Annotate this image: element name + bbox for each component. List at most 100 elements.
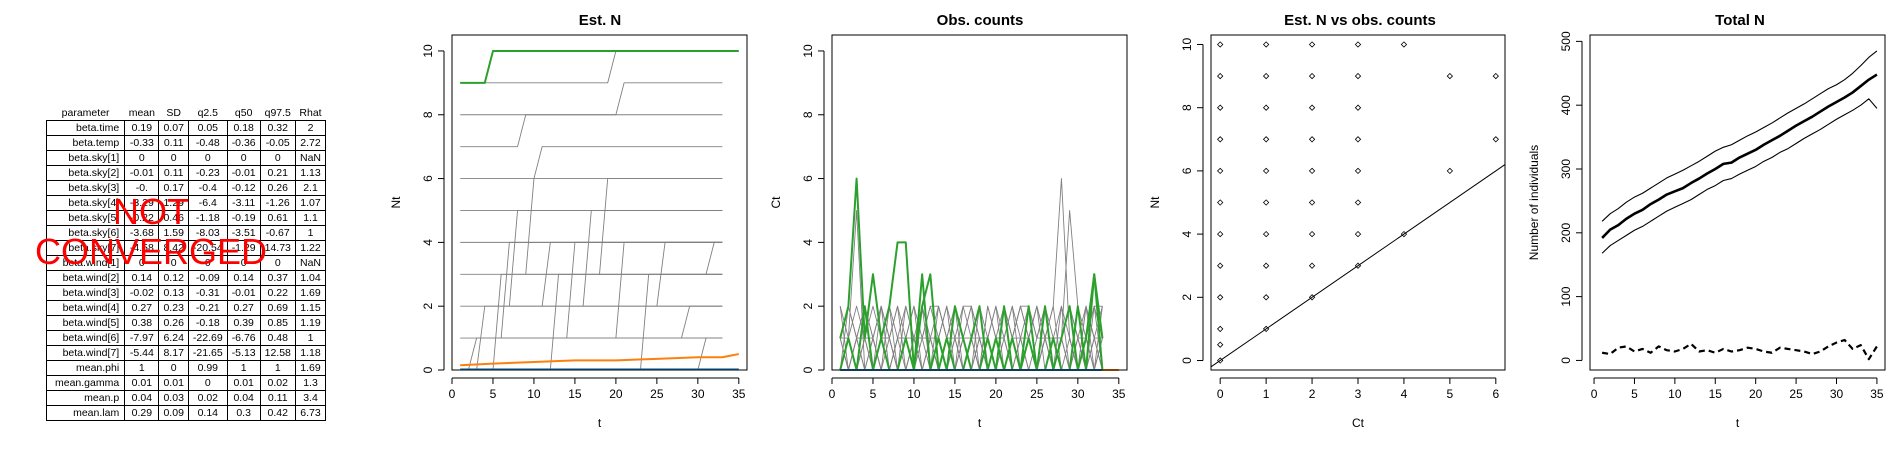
series-line xyxy=(460,49,739,84)
value-cell: -3.29 xyxy=(124,195,160,211)
chart-panel: Obs. counts 0 5 10 15 20 25 30 35 0 2 4 6 8 10 t Ct xyxy=(769,12,1128,430)
scatter-point xyxy=(1308,72,1316,80)
table-row: mean.p 0.04 0.03 0.02 0.04 0.11 3.4 xyxy=(45,390,327,406)
series-line xyxy=(1601,73,1878,239)
value-cell: 1.3 xyxy=(294,375,327,391)
value-cell: 0.61 xyxy=(259,210,296,226)
x-axis-label: t xyxy=(978,416,982,430)
scatter-point xyxy=(1262,167,1270,175)
value-cell: -5.13 xyxy=(226,345,261,361)
x-tick-label: 15 xyxy=(948,387,962,401)
table-header-row: parameter mean SD q2.5 q50 q97.5 Rhat xyxy=(47,107,326,121)
parameter-name-cell: beta.sky[2] xyxy=(45,165,126,181)
column-header: parameter xyxy=(61,107,110,119)
x-tick-label: 10 xyxy=(907,387,921,401)
table-row: beta.wind[3] -0.02 0.13 -0.31 -0.01 0.22 1.69 xyxy=(45,285,327,301)
y-tick-label: 6 xyxy=(801,175,815,182)
scatter-point xyxy=(1217,199,1224,206)
series-line xyxy=(500,241,723,339)
value-cell: -0. xyxy=(124,180,160,196)
y-tick-label: 400 xyxy=(1559,95,1573,115)
scatter-point xyxy=(1492,72,1499,80)
value-cell: 1.13 xyxy=(294,165,327,181)
scatter-point xyxy=(1217,262,1224,269)
x-tick-label: 0 xyxy=(1591,387,1598,401)
series-line xyxy=(1601,338,1878,361)
x-tick-label: 3 xyxy=(1355,387,1362,401)
scatter-point xyxy=(1354,72,1362,80)
value-cell: 0.38 xyxy=(124,315,160,331)
parameter-name-cell: mean.p xyxy=(45,390,126,406)
value-cell: 0 xyxy=(158,255,189,271)
table-row: beta.wind[2] 0.14 0.12 -0.09 0.14 0.37 1.04 xyxy=(45,270,327,286)
value-cell: 0.69 xyxy=(259,300,296,316)
y-tick-label: 8 xyxy=(801,111,815,118)
x-tick-label: 25 xyxy=(1789,387,1803,401)
x-tick-label: 5 xyxy=(870,387,877,401)
plot-frame xyxy=(1210,34,1506,371)
x-tick-label: 35 xyxy=(732,387,746,401)
scatter-point xyxy=(1354,230,1362,238)
table-row: beta.sky[4] -3.29 1.29 -6.4 -3.11 -1.26 1.07 xyxy=(45,195,327,211)
value-cell: 0.02 xyxy=(187,390,228,406)
y-axis-label: Nt xyxy=(1148,196,1162,209)
value-cell: -0.23 xyxy=(187,165,228,181)
value-cell: 0.19 xyxy=(124,120,160,136)
value-cell: -20.54 xyxy=(187,240,228,256)
scatter-point xyxy=(1262,199,1270,206)
series-line xyxy=(839,273,1104,371)
chart-panel: Total N 0 5 10 15 20 25 30 35 0 100 200 300 400 500 t Nu… xyxy=(1527,12,1886,430)
scatter-point xyxy=(1262,262,1270,269)
x-tick-label: 15 xyxy=(1709,387,1723,401)
x-tick-label: 25 xyxy=(650,387,664,401)
value-cell: -0.36 xyxy=(226,135,261,151)
value-cell: 8.42 xyxy=(158,240,189,256)
scatter-point xyxy=(1217,341,1224,348)
scatter-point xyxy=(1262,230,1270,238)
value-cell: 0.14 xyxy=(124,270,160,286)
reference-line xyxy=(1210,164,1506,368)
table-row: beta.wind[6] -7.97 6.24 -22.69 -6.76 0.48 1 xyxy=(45,330,327,346)
chart-title: Total N xyxy=(1715,12,1765,29)
scatter-point xyxy=(1262,72,1270,80)
table-row: beta.sky[6] -3.68 1.59 -8.03 -3.51 -0.67 1 xyxy=(45,225,327,241)
parameter-name-cell: beta.sky[6] xyxy=(45,225,126,241)
parameter-name-cell: beta.temp xyxy=(45,135,126,151)
series-line xyxy=(1601,98,1878,254)
parameter-table-panel: parameter mean SD q2.5 q50 q97.5 Rhat beta.tim… xyxy=(45,107,327,421)
y-tick-label: 0 xyxy=(1180,357,1194,364)
scatter-point xyxy=(1262,136,1270,143)
x-tick-label: 30 xyxy=(1830,387,1844,401)
plot-frame xyxy=(831,34,1128,371)
parameter-name-cell: beta.wind[2] xyxy=(45,270,126,286)
y-tick-label: 8 xyxy=(421,111,435,118)
series-line xyxy=(705,241,723,275)
table-row: beta.wind[1] 0 0 0 0 0 NaN xyxy=(45,255,327,271)
value-cell: 0.09 xyxy=(158,405,189,421)
y-tick-label: 0 xyxy=(801,366,815,373)
series-line xyxy=(1601,50,1878,222)
value-cell: 0.3 xyxy=(226,405,261,421)
plot-frame xyxy=(1589,34,1886,371)
x-tick-label: 0 xyxy=(449,387,456,401)
scatter-point xyxy=(1308,104,1316,111)
scatter-point xyxy=(1354,199,1362,206)
value-cell: 2.72 xyxy=(294,135,327,151)
chart-title: Est. N xyxy=(579,12,622,29)
parameter-table: parameter mean SD q2.5 q50 q97.5 Rhat beta.tim… xyxy=(45,107,327,421)
chart-title: Obs. counts xyxy=(937,12,1024,29)
column-header: q50 xyxy=(234,107,253,119)
chart-panel: Est. N 0 5 10 15 20 25 30 35 0 2 4 6 8 10 t Nt xyxy=(389,12,748,430)
value-cell: 0.42 xyxy=(259,405,296,421)
series-line xyxy=(467,337,723,371)
table-row: beta.temp -0.33 0.11 -0.48 -0.36 -0.05 2.72 xyxy=(45,135,327,151)
y-tick-label: 200 xyxy=(1559,222,1573,242)
value-cell: -0.48 xyxy=(187,135,228,151)
scatter-point xyxy=(1354,104,1362,111)
chart-data-layer xyxy=(839,177,1119,371)
series-line xyxy=(460,353,739,367)
series-line xyxy=(460,146,723,180)
value-cell: 0.39 xyxy=(226,315,261,331)
x-tick-label: 35 xyxy=(1870,387,1884,401)
